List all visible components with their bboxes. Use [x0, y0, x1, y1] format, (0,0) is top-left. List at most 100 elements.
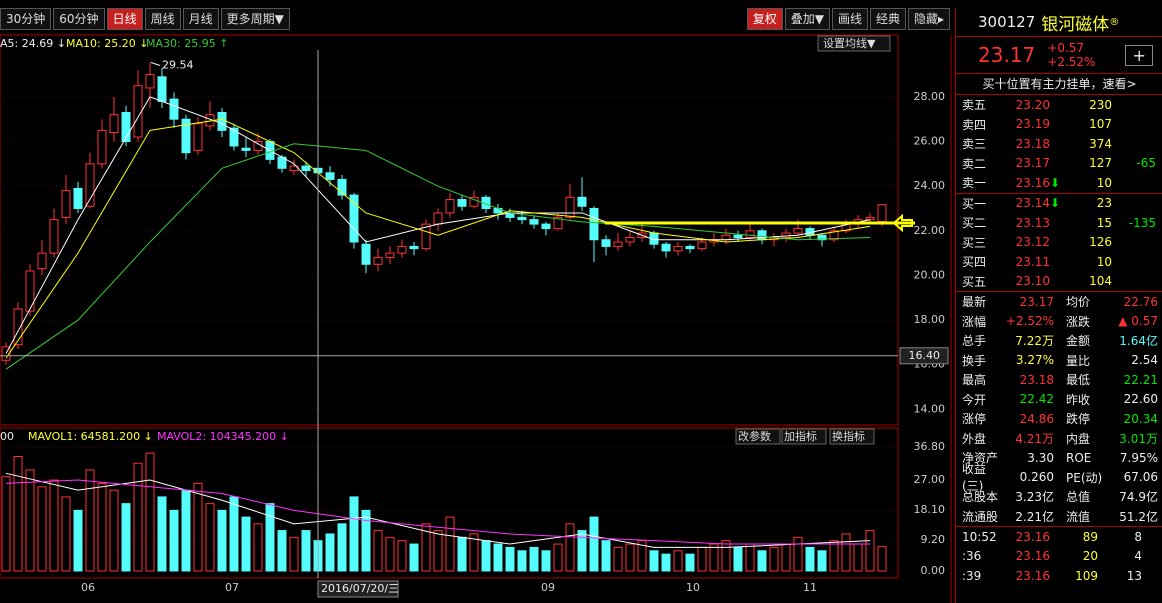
volume-bar	[613, 546, 623, 572]
stat-value: 7.22万	[1015, 334, 1054, 349]
volume-bar	[625, 543, 635, 572]
arrow	[892, 213, 913, 233]
action-button[interactable]: 复权	[746, 8, 783, 30]
stat-label: 最低	[1066, 373, 1091, 388]
order-row: 买一 23.14 ⬇ 23	[956, 192, 1162, 214]
volume: 126	[1089, 235, 1112, 250]
candle-body	[397, 245, 407, 254]
notice[interactable]: 买十位置有主力挂单，速看>	[956, 74, 1162, 95]
stat-label: 涨幅	[962, 314, 987, 329]
kline-chart: 14.0016.0018.0020.0022.0024.0026.0028.00…	[0, 34, 952, 603]
ma-line	[5, 96, 871, 354]
volume-bar	[421, 523, 431, 572]
candle-body	[109, 114, 119, 134]
volume-bar	[841, 533, 851, 572]
trade-row: :36 23.16 20 4	[956, 547, 1162, 567]
change-box: +0.57 +2.52%	[1047, 41, 1095, 69]
action-button[interactable]: 叠加▼	[784, 8, 830, 30]
flag: ⬇	[1050, 196, 1061, 211]
candle-body	[133, 85, 143, 138]
candle-body	[469, 196, 479, 207]
level: 买一	[962, 196, 987, 211]
order-row: 买三 23.12 126	[956, 233, 1162, 253]
candle-body	[817, 234, 827, 241]
candle-body	[409, 245, 419, 250]
volume-bar	[289, 536, 299, 572]
volume-bar	[769, 546, 779, 572]
period-button[interactable]: 月线	[182, 8, 219, 30]
vol-button-box	[829, 428, 875, 445]
volume-bar	[805, 546, 815, 572]
volume-bar	[361, 509, 371, 572]
volume-bar	[757, 550, 767, 572]
price: 23.11	[1015, 254, 1050, 269]
settings-button[interactable]: 设置均线▼	[823, 36, 876, 50]
stat-row: 涨停 24.86 跌停 20.34	[956, 409, 1162, 429]
ma-legend: A5: 24.69 ↓	[0, 37, 66, 50]
volume-bar	[301, 530, 311, 572]
y-tick-label: 20.00	[914, 268, 946, 281]
volume-bar	[733, 546, 743, 572]
volume: 23	[1096, 196, 1112, 211]
level: 买四	[962, 255, 987, 270]
period-button[interactable]: 周线	[144, 8, 181, 30]
stat-value: 4.21万	[1015, 431, 1054, 446]
volume: 10	[1096, 254, 1112, 269]
month-label: 09	[541, 581, 555, 594]
volume-bar	[121, 503, 131, 572]
volume-bar	[505, 546, 515, 572]
vol-button[interactable]: 改参数	[738, 429, 771, 443]
volume-bar	[217, 509, 227, 572]
count: 8	[1134, 529, 1142, 544]
volume: 104	[1089, 274, 1112, 289]
add-button[interactable]: +	[1125, 44, 1153, 66]
volume-bar	[433, 530, 443, 572]
settings-box	[817, 35, 891, 52]
vol-button[interactable]: 加指标	[784, 429, 817, 443]
volume-bar	[829, 540, 839, 572]
stat-value: 1.64亿	[1119, 334, 1158, 349]
action-button[interactable]: 画线	[831, 8, 868, 30]
stat-label: 总手	[962, 334, 987, 349]
stat-value: 2.21亿	[1015, 509, 1054, 524]
count: 4	[1134, 549, 1142, 564]
volume-bar	[469, 533, 479, 572]
volume-bar	[541, 550, 551, 572]
volume: 89	[1082, 529, 1098, 544]
ma-line	[5, 143, 871, 370]
volume-bar	[349, 496, 359, 572]
volume-bar	[865, 530, 875, 572]
vol-button[interactable]: 换指标	[832, 429, 865, 443]
candle-body	[733, 234, 743, 238]
stat-value: ▲ 0.57	[1118, 314, 1158, 329]
action-button[interactable]: 隐藏▸	[907, 8, 950, 30]
vol-frame	[0, 427, 899, 579]
period-button[interactable]: 60分钟	[53, 8, 105, 30]
stat-label: 量比	[1066, 353, 1091, 368]
stat-value: 22.21	[1123, 372, 1158, 387]
candle-body	[241, 147, 251, 151]
stat-label: 外盘	[962, 431, 987, 446]
period-button[interactable]: 日线	[106, 8, 143, 30]
volume: 109	[1075, 568, 1098, 583]
period-button[interactable]: 30分钟	[0, 8, 52, 30]
volume-bar	[85, 469, 95, 572]
volume-bar	[553, 543, 563, 572]
volume-bar	[277, 530, 287, 572]
stat-value: 20.34	[1123, 411, 1158, 426]
quote-header: 300127 银河磁体 ®	[956, 8, 1162, 37]
candle-body	[541, 223, 551, 230]
level: 卖二	[962, 156, 987, 171]
price: 23.16	[1015, 549, 1050, 564]
volume-bar	[493, 543, 503, 572]
period-button[interactable]: 更多周期▼	[220, 8, 290, 30]
candle-body	[613, 241, 623, 247]
month-label: 06	[81, 581, 95, 594]
volume: 20	[1082, 549, 1098, 564]
stat-label: 内盘	[1066, 431, 1091, 446]
action-button[interactable]: 经典	[869, 8, 906, 30]
level: 买二	[962, 216, 987, 231]
candle-body	[49, 219, 59, 254]
stat-value: +2.52%	[1005, 314, 1054, 329]
stat-value: 24.86	[1019, 411, 1054, 426]
